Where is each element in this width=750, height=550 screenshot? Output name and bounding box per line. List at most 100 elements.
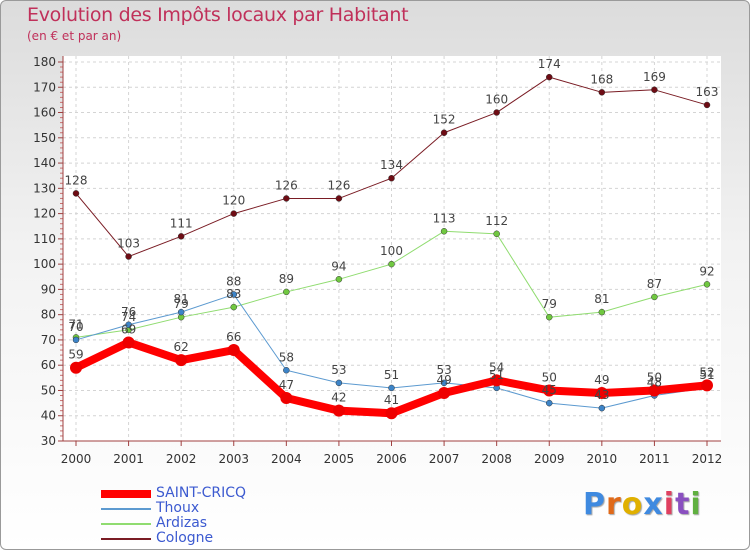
proxiti-logo: Proxiti xyxy=(583,487,702,522)
y-tick-label: 110 xyxy=(33,232,56,246)
data-label-cologne: 103 xyxy=(117,237,140,251)
data-label-saint-cricq: 66 xyxy=(226,330,241,344)
data-label-saint-cricq: 50 xyxy=(542,370,557,384)
data-label-cologne: 126 xyxy=(327,178,350,192)
y-tick-label: 170 xyxy=(33,80,56,94)
data-label-ardizas: 74 xyxy=(121,310,136,324)
point-cologne xyxy=(230,210,237,217)
data-label-saint-cricq: 50 xyxy=(647,370,662,384)
legend-label: Ardizas xyxy=(156,515,208,531)
data-label-cologne: 168 xyxy=(590,72,613,86)
x-tick-label: 2006 xyxy=(376,452,407,466)
x-tick-label: 2007 xyxy=(429,452,460,466)
data-label-ardizas: 112 xyxy=(485,214,508,228)
x-tick-label: 2011 xyxy=(639,452,670,466)
data-label-thoux: 88 xyxy=(226,274,241,288)
point-cologne xyxy=(703,101,711,109)
point-saint-cricq xyxy=(543,384,556,397)
point-cologne xyxy=(440,129,448,136)
data-label-saint-cricq: 49 xyxy=(436,373,451,387)
y-tick-label: 40 xyxy=(41,409,56,423)
x-tick-label: 2009 xyxy=(534,452,565,466)
data-label-cologne: 152 xyxy=(433,113,456,127)
chart-subtitle: (en € et par an) xyxy=(27,29,122,43)
data-label-thoux: 51 xyxy=(489,368,504,382)
data-label-ardizas: 94 xyxy=(331,259,346,273)
point-saint-cricq xyxy=(122,336,135,349)
point-ardizas xyxy=(388,260,395,268)
point-saint-cricq xyxy=(332,404,345,417)
data-label-thoux: 51 xyxy=(384,368,399,382)
point-saint-cricq xyxy=(701,379,713,392)
data-label-saint-cricq: 54 xyxy=(489,360,504,374)
axes: 30 40 50 60 70 80 90 100 110 120 130 140 150 160 170 18… xyxy=(33,55,722,466)
point-cologne xyxy=(493,109,500,116)
data-label-thoux: 76 xyxy=(121,305,136,319)
y-tick-label: 150 xyxy=(33,131,56,145)
data-label-ardizas: 81 xyxy=(594,292,609,306)
data-label-cologne: 120 xyxy=(222,194,245,208)
point-saint-cricq xyxy=(70,361,82,374)
point-thoux xyxy=(125,321,132,329)
point-thoux xyxy=(546,399,553,407)
y-tick-label: 180 xyxy=(33,55,56,69)
point-ardizas xyxy=(283,288,290,296)
x-tick-label: 2003 xyxy=(218,452,249,466)
point-cologne xyxy=(177,233,185,240)
data-label-ardizas: 113 xyxy=(433,211,456,225)
y-tick-label: 140 xyxy=(33,156,56,170)
data-label-thoux: 51 xyxy=(699,368,714,382)
chart-title: Evolution des Impôts locaux par Habitant xyxy=(27,4,409,26)
point-thoux xyxy=(177,308,185,316)
data-label-cologne: 128 xyxy=(65,173,88,187)
point-saint-cricq xyxy=(280,392,293,405)
series-markers xyxy=(70,73,713,420)
legend-label: SAINT-CRICQ xyxy=(156,485,247,501)
data-label-ardizas: 71 xyxy=(68,317,83,331)
legend-swatch xyxy=(101,538,151,540)
y-tick-label: 100 xyxy=(33,257,56,271)
point-cologne xyxy=(651,86,658,94)
legend-label: Cologne xyxy=(156,530,214,546)
y-tick-label: 60 xyxy=(41,358,56,372)
data-label-cologne: 126 xyxy=(275,178,298,192)
point-saint-cricq xyxy=(648,384,661,397)
data-label-saint-cricq: 59 xyxy=(68,348,83,362)
point-thoux xyxy=(388,384,395,392)
legend-label: Thoux xyxy=(156,500,200,516)
x-tick-label: 2004 xyxy=(271,452,302,466)
point-cologne xyxy=(283,195,290,202)
data-label-ardizas: 100 xyxy=(380,244,403,258)
x-tick-label: 2000 xyxy=(61,452,92,466)
point-cologne xyxy=(546,73,553,81)
data-label-cologne: 169 xyxy=(643,70,666,84)
legend-swatch xyxy=(101,523,151,525)
data-label-thoux: 53 xyxy=(436,363,451,377)
data-labels: 128 103 111 120 126 126 134 152 160 174 168 169 163 7… xyxy=(65,57,719,407)
y-tick-label: 30 xyxy=(41,434,56,448)
x-tick-label: 2005 xyxy=(324,452,355,466)
data-label-thoux: 53 xyxy=(331,363,346,377)
point-thoux xyxy=(230,291,237,298)
x-tick-label: 2012 xyxy=(692,452,723,466)
data-label-ardizas: 89 xyxy=(279,272,294,286)
data-label-saint-cricq: 42 xyxy=(331,391,346,405)
point-ardizas xyxy=(335,276,343,283)
data-label-ardizas: 87 xyxy=(647,277,662,291)
point-ardizas xyxy=(703,281,711,288)
y-tick-label: 50 xyxy=(41,383,56,397)
data-label-cologne: 163 xyxy=(696,85,719,99)
y-tick-label: 70 xyxy=(41,333,56,347)
data-label-saint-cricq: 49 xyxy=(594,373,609,387)
point-cologne xyxy=(335,195,343,202)
data-label-cologne: 111 xyxy=(170,216,193,230)
point-ardizas xyxy=(651,293,658,301)
point-saint-cricq xyxy=(595,386,608,399)
data-label-cologne: 134 xyxy=(380,158,403,172)
point-thoux xyxy=(598,404,606,412)
point-ardizas xyxy=(493,230,500,238)
data-label-saint-cricq: 52 xyxy=(699,365,714,379)
y-tick-label: 130 xyxy=(33,181,56,195)
